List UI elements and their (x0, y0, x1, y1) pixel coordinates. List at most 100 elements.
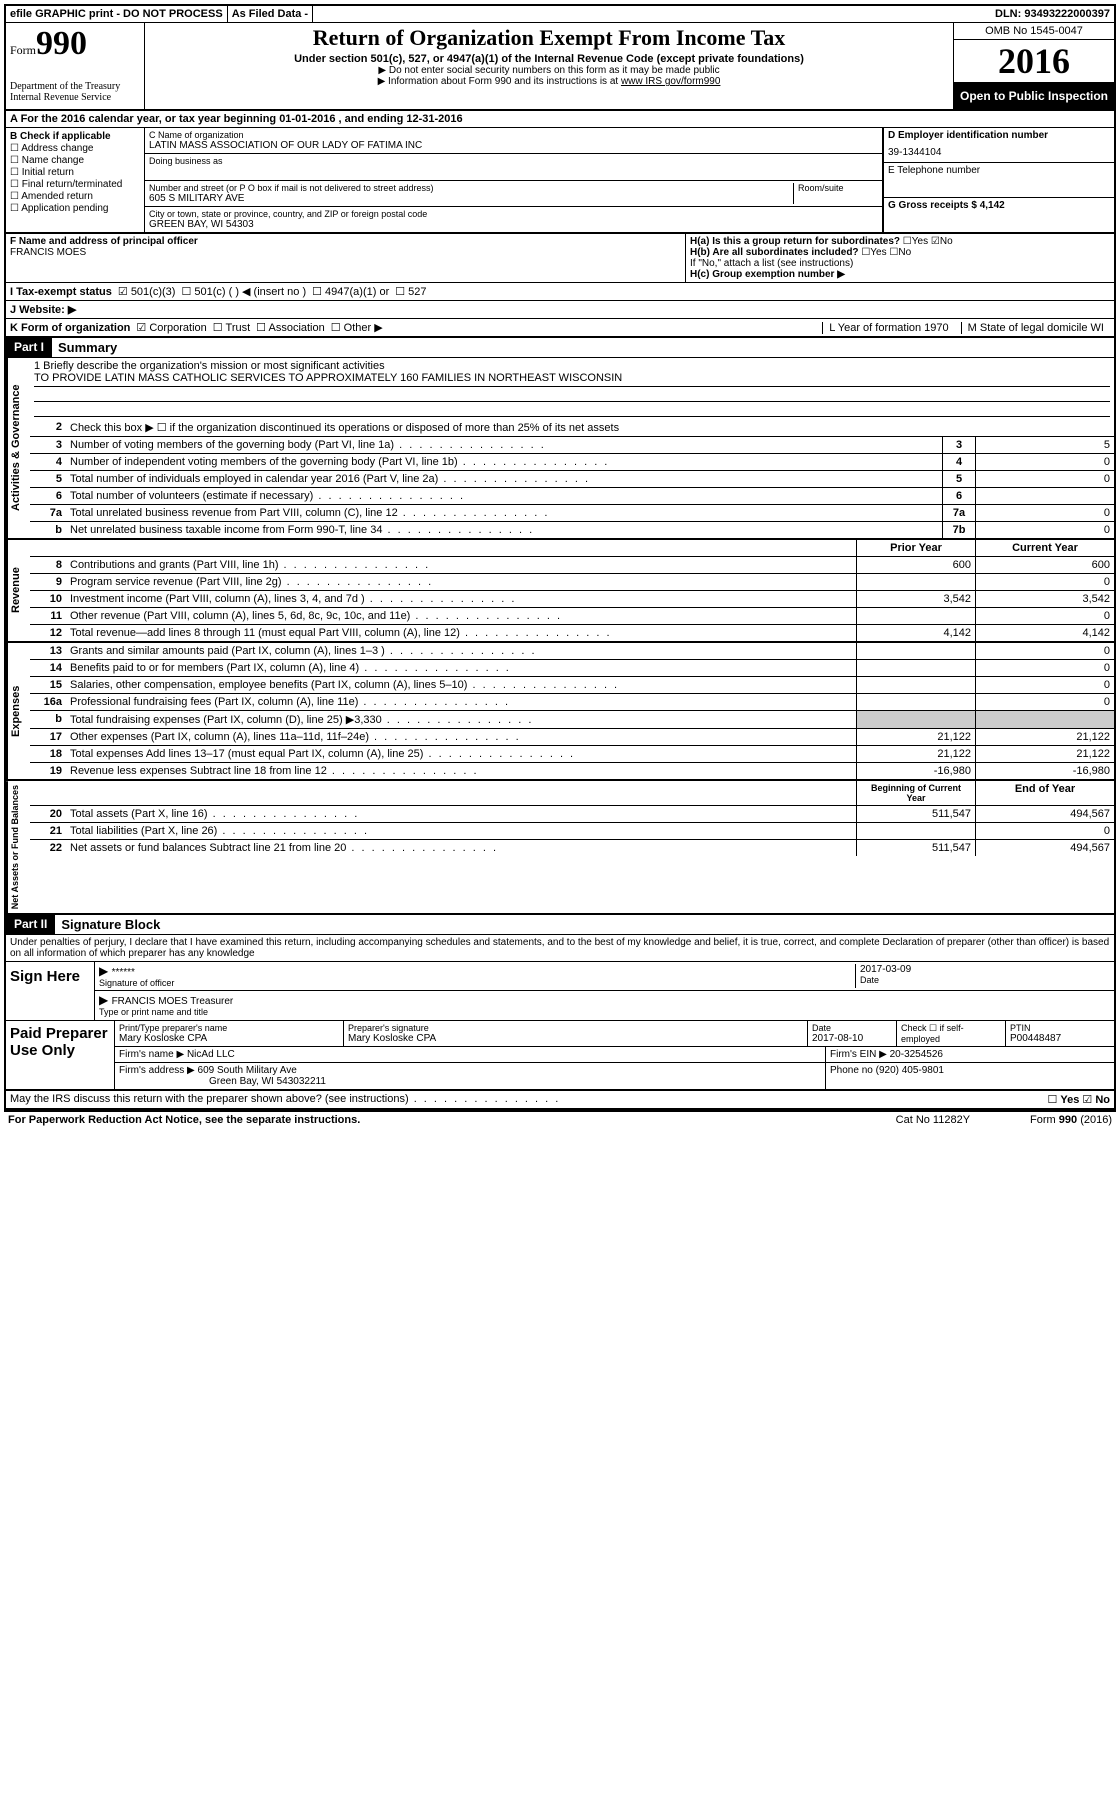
opt-501c[interactable]: 501(c) ( ) ◀ (insert no ) (194, 286, 306, 298)
header-right: OMB No 1545-0047 2016 Open to Public Ins… (953, 23, 1114, 109)
d-label: D Employer identification number (888, 130, 1110, 141)
part-i-header: Part I Summary (6, 338, 1114, 358)
summary-expenses: Expenses 13Grants and similar amounts pa… (6, 643, 1114, 781)
opt-trust[interactable]: Trust (226, 322, 251, 334)
form-990-page: efile GRAPHIC print - DO NOT PROCESS As … (4, 4, 1116, 1112)
h-b-note: If "No," attach a list (see instructions… (690, 258, 1110, 269)
chk-address-change[interactable]: Address change (10, 143, 140, 154)
line-b: bTotal fundraising expenses (Part IX, co… (30, 711, 1114, 729)
part-ii-tag: Part II (6, 915, 55, 934)
vlabel-net-assets: Net Assets or Fund Balances (6, 781, 30, 913)
paid-preparer: Paid Preparer Use Only Print/Type prepar… (6, 1021, 1114, 1091)
omb-number: OMB No 1545-0047 (954, 23, 1114, 40)
line-21: 21Total liabilities (Part X, line 26)0 (30, 823, 1114, 840)
mission-text: TO PROVIDE LATIN MASS CATHOLIC SERVICES … (34, 372, 1110, 387)
irs-link[interactable]: www IRS gov/form990 (621, 76, 720, 87)
k-label: K Form of organization (10, 322, 130, 334)
chk-name-change[interactable]: Name change (10, 155, 140, 166)
opt-corporation[interactable]: Corporation (149, 322, 206, 334)
header-left: Form990 Department of the Treasury Inter… (6, 23, 145, 109)
opt-association[interactable]: Association (268, 322, 324, 334)
row-k: K Form of organization ☑ Corporation ☐ T… (6, 319, 1114, 338)
block-b-c-d: B Check if applicable Address change Nam… (6, 128, 1114, 234)
note-2: ▶ Information about Form 990 and its ins… (151, 76, 947, 87)
vlabel-governance: Activities & Governance (6, 358, 30, 538)
signature-date: 2017-03-09 (860, 964, 1110, 975)
officer-name-title: FRANCIS MOES Treasurer (112, 996, 234, 1007)
signature-redacted: ****** (99, 964, 855, 978)
chk-application-pending[interactable]: Application pending (10, 203, 140, 214)
hdr-current-year: Current Year (975, 540, 1114, 556)
j-label: J Website: ▶ (10, 303, 76, 316)
line-13: 13Grants and similar amounts paid (Part … (30, 643, 1114, 660)
section-h: H(a) Is this a group return for subordin… (686, 234, 1114, 282)
ptin: P00448487 (1010, 1033, 1110, 1044)
city-label: City or town, state or province, country… (149, 209, 878, 219)
row-f-h: F Name and address of principal officer … (6, 234, 1114, 283)
f-label: F Name and address of principal officer (10, 236, 681, 247)
hdr-end-year: End of Year (975, 781, 1114, 805)
opt-other[interactable]: Other ▶ (344, 322, 383, 334)
gov-line-3: 3Number of voting members of the governi… (30, 437, 1114, 454)
part-ii-header: Part II Signature Block (6, 915, 1114, 935)
page-footer: For Paperwork Reduction Act Notice, see … (4, 1112, 1116, 1128)
firm-phone: (920) 405-9801 (876, 1065, 944, 1076)
self-employed-check[interactable]: Check ☐ if self-employed (897, 1021, 1006, 1046)
principal-officer: FRANCIS MOES (10, 247, 681, 258)
state-domicile: M State of legal domicile WI (961, 322, 1110, 334)
dba-value (149, 166, 878, 178)
line-18: 18Total expenses Add lines 13–17 (must e… (30, 746, 1114, 763)
chk-final-return[interactable]: Final return/terminated (10, 179, 140, 190)
part-ii-title: Signature Block (55, 915, 166, 934)
paid-preparer-label: Paid Preparer Use Only (6, 1021, 115, 1089)
opt-4947[interactable]: 4947(a)(1) or (325, 286, 389, 298)
gov-line-7a: 7aTotal unrelated business revenue from … (30, 505, 1114, 522)
form-ref: Form 990 (2016) (1030, 1114, 1112, 1126)
section-b: B Check if applicable Address change Nam… (6, 128, 145, 232)
row-a: A For the 2016 calendar year, or tax yea… (6, 111, 1114, 128)
part-i-tag: Part I (6, 338, 52, 357)
city-state-zip: GREEN BAY, WI 54303 (149, 219, 878, 230)
addr-label: Number and street (or P O box if mail is… (149, 183, 793, 193)
preparer-name: Mary Kosloske CPA (119, 1033, 339, 1044)
cat-number: Cat No 11282Y (896, 1114, 970, 1126)
ein: 39-1344104 (888, 147, 1110, 158)
opt-527[interactable]: 527 (408, 286, 426, 298)
dba-label: Doing business as (149, 156, 878, 166)
chk-initial-return[interactable]: Initial return (10, 167, 140, 178)
i-label: I Tax-exempt status (10, 286, 112, 298)
g-gross-receipts: G Gross receipts $ 4,142 (888, 200, 1110, 211)
topbar: efile GRAPHIC print - DO NOT PROCESS As … (6, 6, 1114, 23)
line-20: 20Total assets (Part X, line 16)511,5474… (30, 806, 1114, 823)
gov-line-5: 5Total number of individuals employed in… (30, 471, 1114, 488)
c-name-label: C Name of organization (149, 130, 878, 140)
note-1: ▶ Do not enter social security numbers o… (151, 65, 947, 76)
opt-501c3[interactable]: 501(c)(3) (131, 286, 176, 298)
form-title: Return of Organization Exempt From Incom… (151, 25, 947, 51)
line-2: Check this box ▶ ☐ if the organization d… (66, 419, 1114, 436)
line-8: 8Contributions and grants (Part VIII, li… (30, 557, 1114, 574)
mission-question: 1 Briefly describe the organization's mi… (34, 360, 1110, 372)
preparer-date: 2017-08-10 (812, 1033, 892, 1044)
tax-year: 2016 (954, 40, 1114, 83)
hdr-prior-year: Prior Year (856, 540, 975, 556)
firm-address: 609 South Military Ave (198, 1065, 297, 1076)
firm-city: Green Bay, WI 543032211 (119, 1076, 326, 1087)
line-11: 11Other revenue (Part VIII, column (A), … (30, 608, 1114, 625)
header: Form990 Department of the Treasury Inter… (6, 23, 1114, 111)
gov-line-b: bNet unrelated business taxable income f… (30, 522, 1114, 538)
gov-line-4: 4Number of independent voting members of… (30, 454, 1114, 471)
street-address: 605 S MILITARY AVE (149, 193, 793, 204)
perjury-declaration: Under penalties of perjury, I declare th… (6, 935, 1114, 962)
hdr-beginning-year: Beginning of Current Year (856, 781, 975, 805)
year-formation: L Year of formation 1970 (822, 322, 954, 334)
dln: DLN: 93493222000397 (991, 6, 1114, 22)
part-i-title: Summary (52, 338, 123, 357)
firm-name: NicAd LLC (187, 1049, 235, 1060)
form-subtitle: Under section 501(c), 527, or 4947(a)(1)… (151, 53, 947, 65)
sign-here-label: Sign Here (6, 962, 95, 1020)
signature-label: Signature of officer (99, 978, 855, 988)
section-c: C Name of organization LATIN MASS ASSOCI… (145, 128, 882, 232)
chk-amended-return[interactable]: Amended return (10, 191, 140, 202)
h-b: H(b) Are all subordinates included? (690, 247, 859, 258)
